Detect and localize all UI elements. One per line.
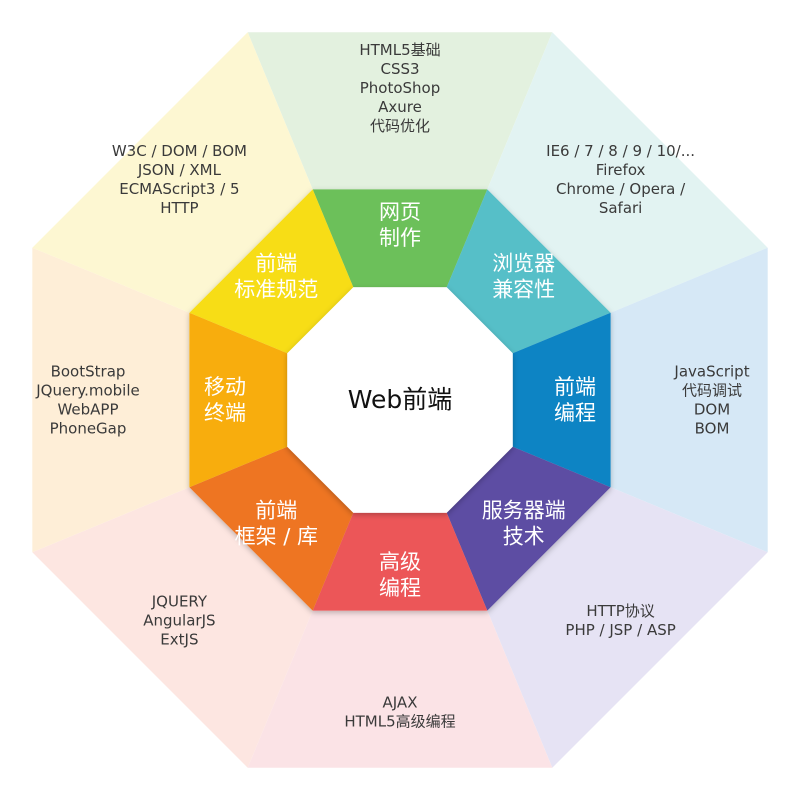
outer-sector-mobile bbox=[32, 247, 190, 553]
category-sector-web-page bbox=[312, 189, 488, 288]
topic-item-browser-compat: Chrome / Opera / bbox=[556, 180, 686, 198]
topic-item-browser-compat: IE6 / 7 / 8 / 9 / 10/... bbox=[546, 142, 695, 160]
topic-item-frontend-programming: JavaScript bbox=[673, 363, 749, 381]
outer-sector-frameworks bbox=[32, 487, 313, 768]
topic-item-frameworks: AngularJS bbox=[143, 612, 215, 630]
category-sector-advanced-programming bbox=[312, 512, 488, 611]
category-title-web-page: 网页 bbox=[379, 200, 421, 224]
category-title-mobile: 终端 bbox=[204, 401, 246, 425]
category-title-standards: 前端 bbox=[255, 251, 297, 275]
topic-item-browser-compat: Firefox bbox=[596, 161, 646, 179]
category-sector-frontend-programming bbox=[512, 312, 611, 488]
outer-sector-standards bbox=[32, 32, 313, 313]
category-title-frontend-programming: 前端 bbox=[554, 375, 596, 399]
center-label: Web前端 bbox=[348, 385, 453, 414]
center-octagon bbox=[287, 287, 513, 513]
topic-item-mobile: WebAPP bbox=[57, 401, 118, 419]
topic-item-web-page: HTML5基础 bbox=[359, 41, 440, 59]
topic-item-browser-compat: Safari bbox=[599, 199, 643, 217]
topic-item-standards: HTTP bbox=[160, 199, 198, 217]
topic-item-server-tech: HTTP协议 bbox=[586, 602, 654, 620]
outer-sector-web-page bbox=[247, 32, 553, 190]
category-title-web-page: 制作 bbox=[379, 226, 421, 250]
topic-item-advanced-programming: HTML5高级编程 bbox=[344, 713, 455, 731]
category-title-browser-compat: 浏览器 bbox=[492, 251, 555, 275]
topic-item-standards: W3C / DOM / BOM bbox=[112, 142, 247, 160]
category-ring bbox=[189, 189, 611, 611]
outer-sector-server-tech bbox=[487, 487, 768, 768]
topic-item-mobile: JQuery.mobile bbox=[35, 382, 140, 400]
outer-sector-frontend-programming bbox=[610, 247, 768, 553]
topic-item-standards: ECMAScript3 / 5 bbox=[119, 180, 239, 198]
topic-item-standards: JSON / XML bbox=[137, 161, 222, 179]
category-title-frameworks: 框架 / 库 bbox=[235, 525, 318, 549]
topic-item-web-page: 代码优化 bbox=[370, 117, 430, 135]
category-title-browser-compat: 兼容性 bbox=[492, 277, 555, 301]
center-hub: Web前端 bbox=[287, 287, 513, 513]
category-title-frameworks: 前端 bbox=[255, 499, 297, 523]
category-title-server-tech: 技术 bbox=[503, 525, 545, 549]
category-sector-browser-compat bbox=[446, 189, 611, 354]
category-sector-standards bbox=[189, 189, 354, 354]
outer-sector-advanced-programming bbox=[247, 610, 553, 768]
topic-item-frontend-programming: 代码调试 bbox=[682, 382, 742, 400]
topic-item-web-page: CSS3 bbox=[380, 60, 419, 78]
category-sector-frameworks bbox=[189, 446, 354, 611]
topic-item-web-page: Axure bbox=[378, 98, 422, 116]
category-title-standards: 标准规范 bbox=[234, 277, 318, 301]
topic-item-server-tech: PHP / JSP / ASP bbox=[565, 621, 675, 639]
topic-item-web-page: PhotoShop bbox=[360, 79, 441, 97]
category-title-advanced-programming: 编程 bbox=[379, 576, 421, 600]
topic-item-mobile: PhoneGap bbox=[50, 420, 127, 438]
category-sector-mobile bbox=[189, 312, 288, 488]
category-title-advanced-programming: 高级 bbox=[379, 550, 421, 574]
outer-ring bbox=[32, 32, 768, 768]
topic-item-frameworks: ExtJS bbox=[160, 631, 198, 649]
topic-item-mobile: BootStrap bbox=[51, 363, 126, 381]
topic-item-advanced-programming: AJAX bbox=[383, 694, 418, 712]
category-sector-server-tech bbox=[446, 446, 611, 611]
topic-item-frontend-programming: DOM bbox=[694, 401, 730, 419]
topic-item-frameworks: JQUERY bbox=[151, 593, 208, 611]
category-title-frontend-programming: 编程 bbox=[554, 401, 596, 425]
topic-item-frontend-programming: BOM bbox=[695, 420, 730, 438]
outer-sector-browser-compat bbox=[487, 32, 768, 313]
category-title-server-tech: 服务器端 bbox=[482, 499, 566, 523]
category-title-mobile: 移动 bbox=[204, 375, 246, 399]
